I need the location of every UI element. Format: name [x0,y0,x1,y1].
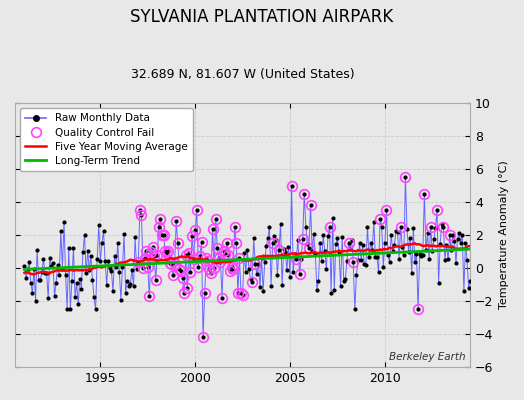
Y-axis label: Temperature Anomaly (°C): Temperature Anomaly (°C) [499,161,509,310]
Text: Berkeley Earth: Berkeley Earth [389,352,466,362]
Text: SYLVANIA PLANTATION AIRPARK: SYLVANIA PLANTATION AIRPARK [130,8,394,26]
Title: 32.689 N, 81.607 W (United States): 32.689 N, 81.607 W (United States) [131,68,354,81]
Legend: Raw Monthly Data, Quality Control Fail, Five Year Moving Average, Long-Term Tren: Raw Monthly Data, Quality Control Fail, … [20,108,192,171]
